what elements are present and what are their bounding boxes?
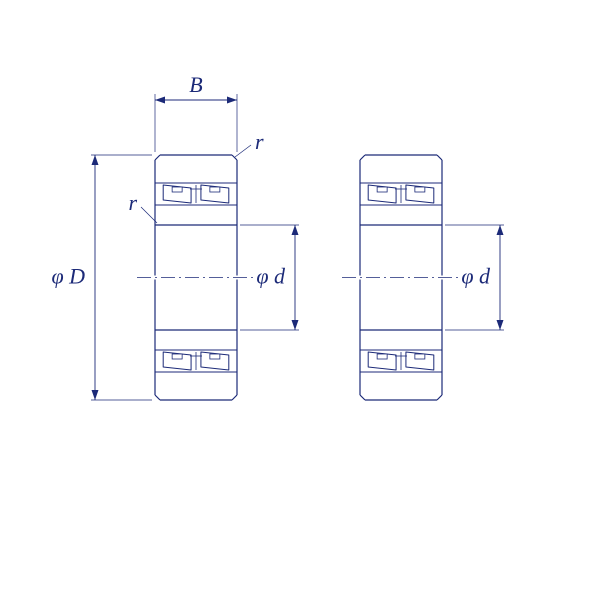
label-inner-dia-d-2: φ d xyxy=(461,264,491,289)
label-chamfer-r-top: r xyxy=(255,129,264,154)
label-chamfer-r-left: r xyxy=(128,190,137,215)
label-width-B: B xyxy=(189,72,202,97)
label-outer-dia-D: φ D xyxy=(51,264,85,289)
label-inner-dia-d-1: φ d xyxy=(256,264,286,289)
bearing-section-diagram: Br r φ D φ d φ d xyxy=(0,0,600,600)
